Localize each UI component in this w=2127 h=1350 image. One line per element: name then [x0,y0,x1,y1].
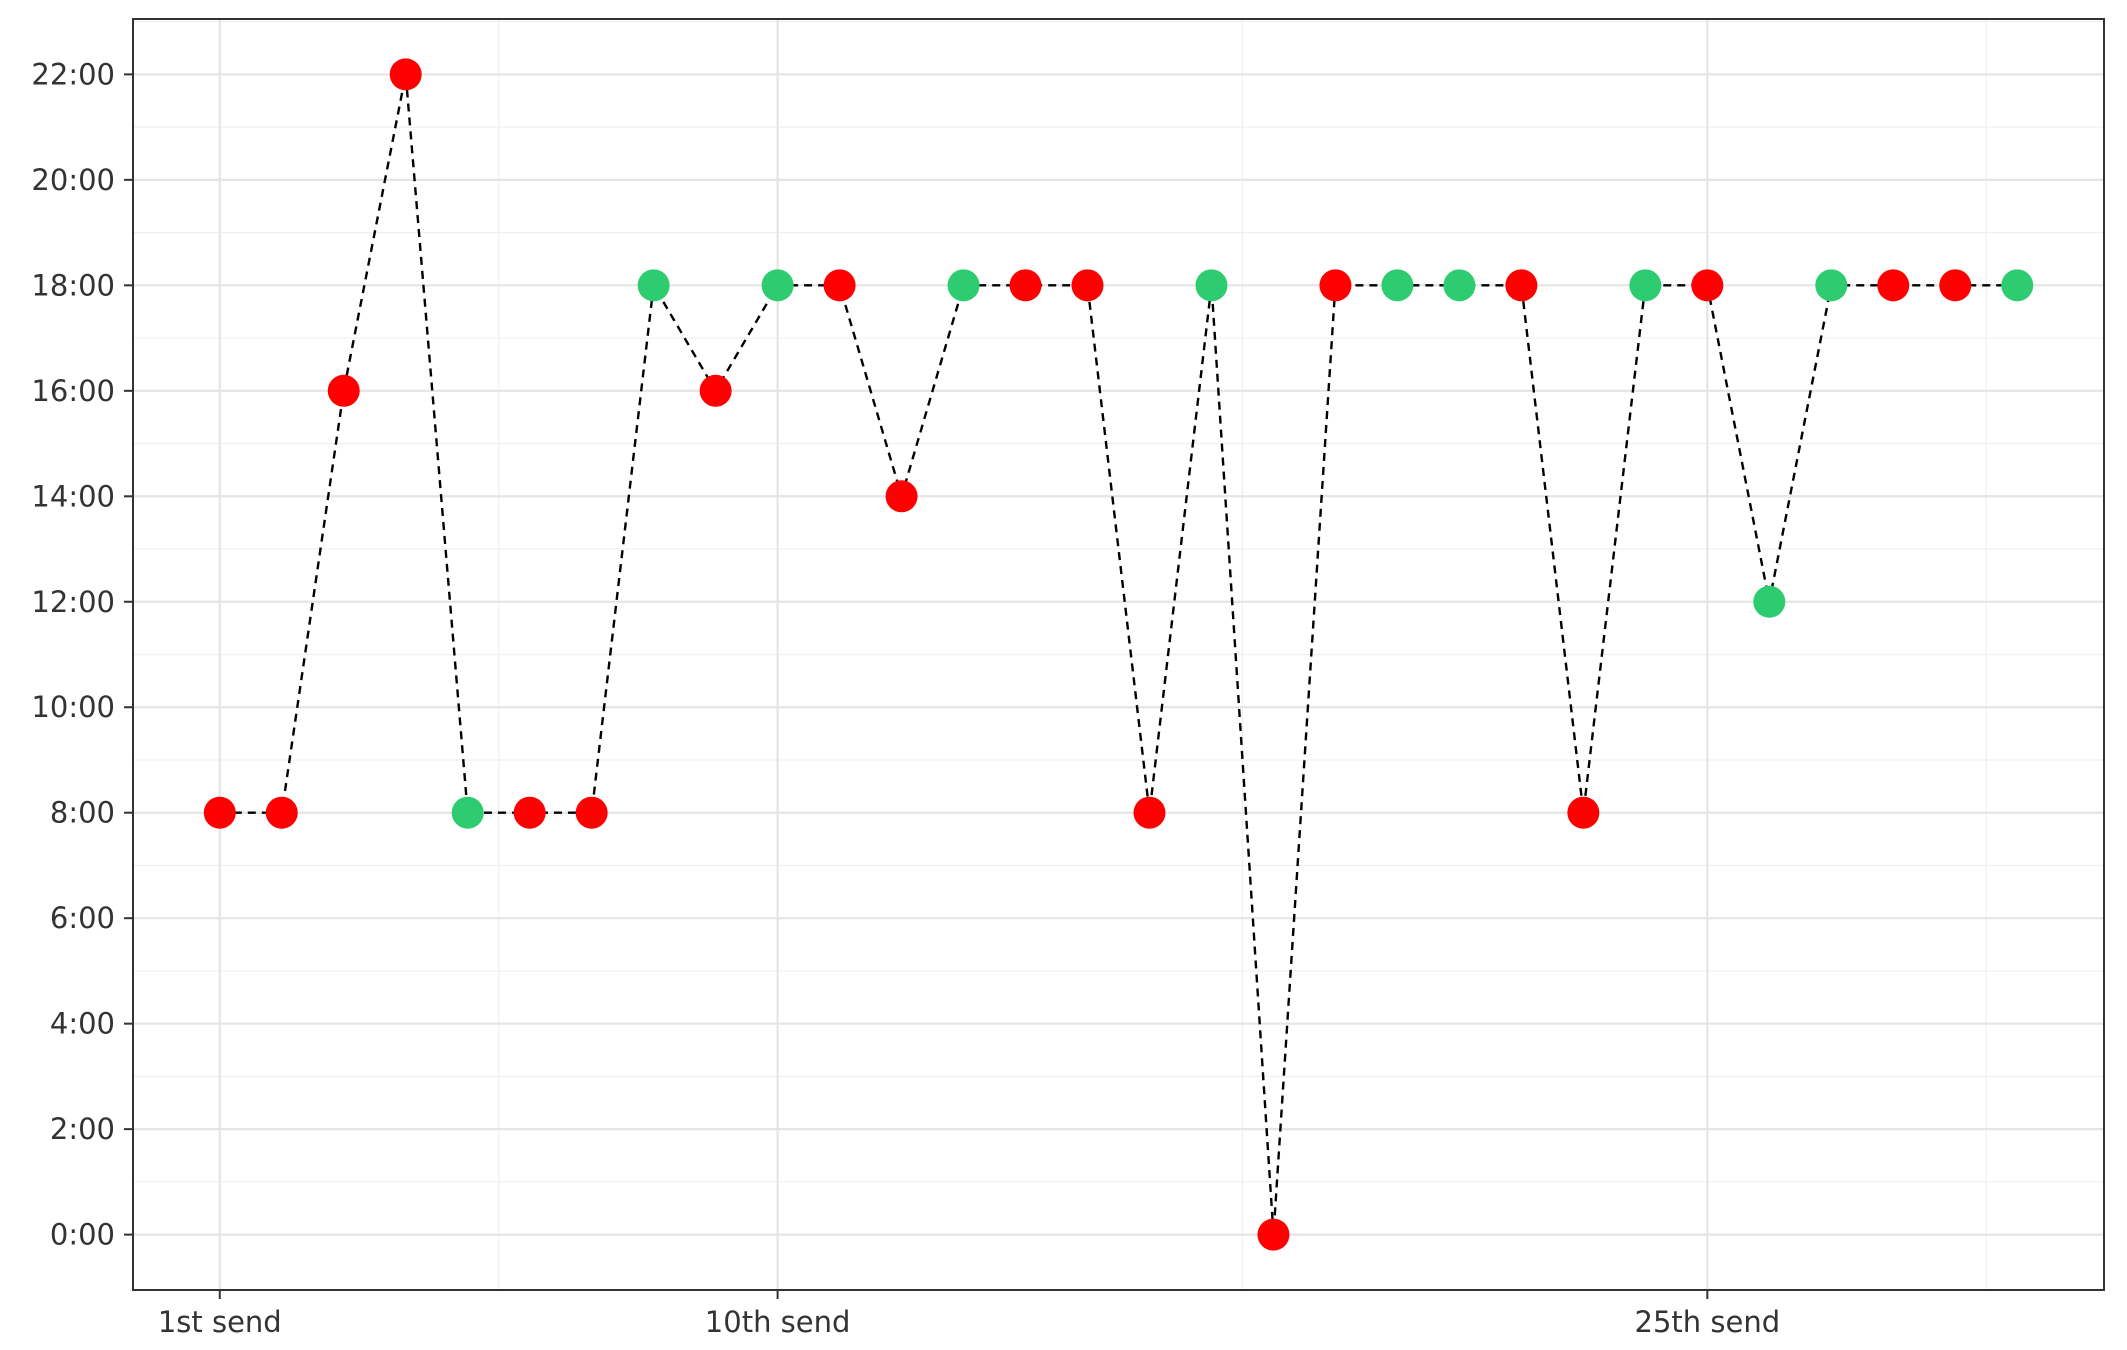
data-point-3 [327,374,360,407]
data-point-30 [2001,269,2034,302]
y-axis: 0:00 2:00 4:00 6:00 8:00 10:00 12:00 14:00 16:00… [31,57,133,1252]
data-point-6 [513,796,546,829]
x-tick-label: 25th send [1635,1305,1781,1339]
y-tick-label: 20:00 [31,163,115,197]
data-point-14 [1009,269,1042,302]
data-point-9 [699,374,732,407]
data-point-20 [1381,269,1414,302]
data-point-23 [1567,796,1600,829]
data-point-15 [1071,269,1104,302]
y-tick-label: 12:00 [31,585,115,619]
x-tick-label: 1st send [158,1305,282,1339]
y-tick-label: 2:00 [50,1112,115,1146]
grid-minor [133,19,2104,1290]
data-point-26 [1753,585,1786,618]
x-axis: 1st send 10th send 25th send [158,1290,1780,1339]
data-point-10 [761,269,794,302]
data-point-7 [575,796,608,829]
y-tick-label: 4:00 [50,1007,115,1041]
data-point-11 [823,269,856,302]
y-tick-label: 18:00 [31,268,115,302]
data-point-29 [1939,269,1972,302]
data-point-17 [1195,269,1228,302]
data-point-27 [1815,269,1848,302]
data-point-25 [1691,269,1724,302]
data-point-13 [947,269,980,302]
data-point-28 [1877,269,1910,302]
data-point-19 [1319,269,1352,302]
data-point-8 [637,269,670,302]
data-point-2 [265,796,298,829]
data-points [203,58,2034,1251]
y-tick-label: 10:00 [31,690,115,724]
data-point-5 [451,796,484,829]
data-point-4 [389,58,422,91]
x-tick-label: 10th send [705,1305,851,1339]
data-point-18 [1257,1218,1290,1251]
y-tick-label: 16:00 [31,374,115,408]
data-point-21 [1443,269,1476,302]
y-tick-label: 6:00 [50,901,115,935]
y-tick-label: 8:00 [50,796,115,830]
data-point-1 [203,796,236,829]
data-point-12 [885,480,918,513]
y-tick-label: 14:00 [31,479,115,513]
data-point-24 [1629,269,1662,302]
data-point-16 [1133,796,1166,829]
plot-border [132,18,2105,1291]
y-tick-label: 0:00 [50,1218,115,1252]
data-point-22 [1505,269,1538,302]
y-tick-label: 22:00 [31,57,115,91]
